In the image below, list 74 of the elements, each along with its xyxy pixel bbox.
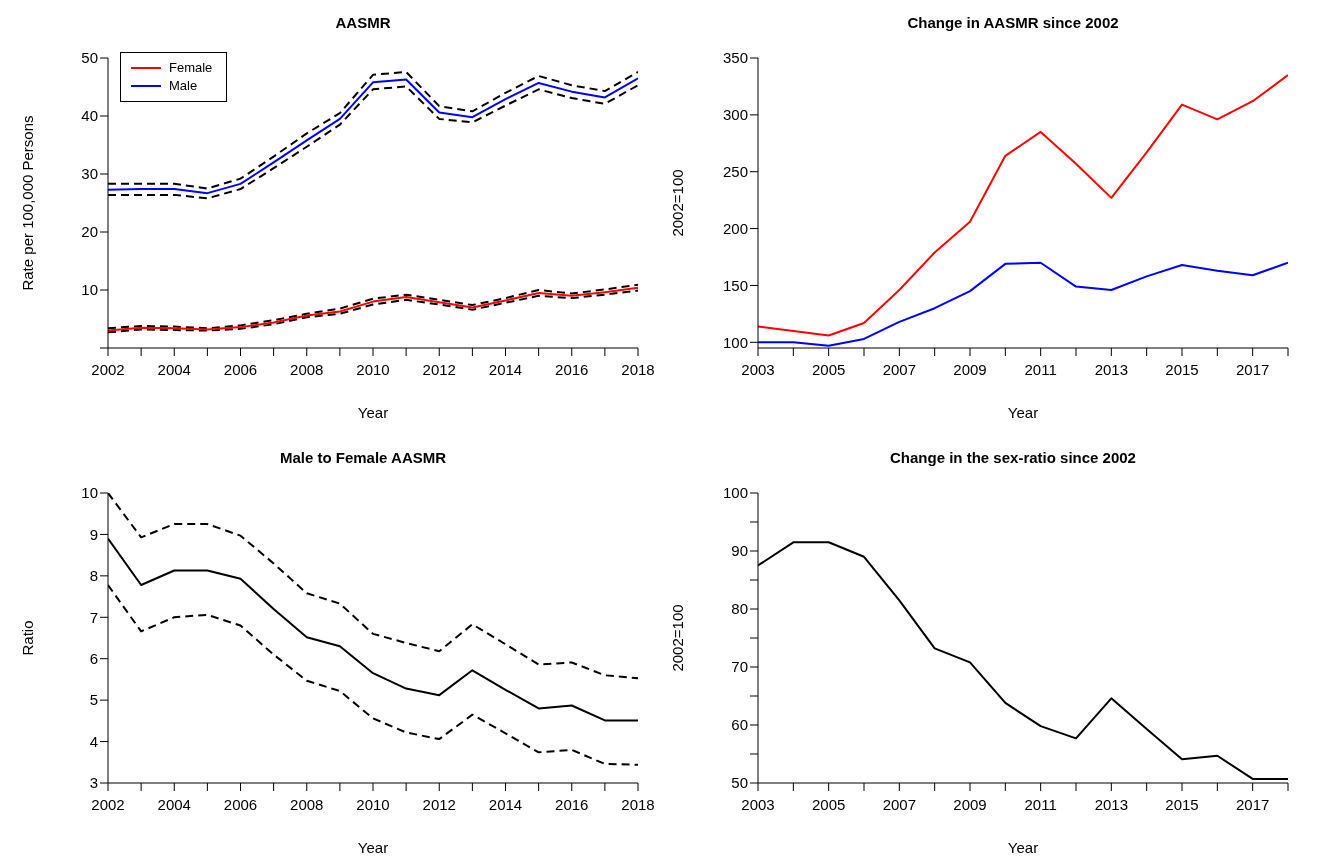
y-tick-label: 5: [89, 691, 98, 709]
chart-title: Change in the sex-ratio since 2002: [889, 448, 1137, 468]
x-tick-label: 2017: [1235, 795, 1270, 813]
y-tick-label: 30: [81, 165, 98, 183]
x-tick-label: 2008: [290, 795, 324, 813]
x-tick-label: 2011: [1024, 360, 1057, 378]
x-tick-label: 2016: [555, 360, 589, 378]
x-tick-label: 2015: [1165, 795, 1199, 813]
y-tick-label: 8: [89, 567, 98, 585]
x-tick-label: 2004: [157, 360, 191, 378]
y-tick-label: 300: [722, 106, 748, 124]
y-tick-label: 50: [81, 49, 98, 67]
legend-label: Male: [169, 77, 198, 95]
y-tick-label: 200: [722, 219, 748, 237]
x-tick-label: 2006: [223, 360, 258, 378]
y-tick-label: 100: [722, 333, 748, 351]
y-tick-label: 7: [89, 608, 98, 626]
y-tick-label: 90: [731, 542, 748, 560]
y-tick-label: 10: [81, 484, 98, 502]
y-tick-label: 4: [89, 732, 98, 750]
x-axis-title: Year: [357, 404, 389, 421]
x-tick-label: 2014: [488, 795, 523, 813]
x-tick-label: 2010: [356, 360, 390, 378]
y-tick-label: 100: [722, 484, 748, 502]
x-tick-label: 2018: [621, 795, 655, 813]
x-tick-label: 2010: [356, 795, 390, 813]
x-tick-label: 2012: [422, 795, 456, 813]
x-tick-label: 2018: [621, 360, 655, 378]
y-tick-label: 70: [731, 658, 748, 676]
y-tick-label: 40: [81, 107, 98, 125]
x-tick-label: 2007: [882, 360, 917, 378]
x-tick-label: 2002: [91, 795, 125, 813]
x-tick-label: 2005: [811, 795, 846, 813]
x-tick-label: 2016: [555, 795, 589, 813]
x-tick-label: 2013: [1094, 795, 1129, 813]
y-axis-title: Rate per 100,000 Persons: [19, 115, 37, 291]
y-tick-label: 9: [89, 525, 98, 543]
y-axis-title: Ratio: [19, 620, 37, 656]
y-axis-title: 2002=100: [669, 604, 687, 672]
x-tick-label: 2014: [488, 360, 523, 378]
x-tick-label: 2017: [1235, 360, 1270, 378]
x-tick-label: 2008: [290, 360, 324, 378]
x-tick-label: 2009: [953, 795, 987, 813]
y-tick-label: 250: [722, 163, 748, 181]
y-tick-label: 6: [89, 650, 98, 668]
chart-title: Change in AASMR since 2002: [906, 13, 1120, 33]
y-tick-label: 80: [731, 600, 748, 618]
y-tick-label: 3: [89, 774, 98, 792]
y-tick-label: 350: [722, 49, 748, 67]
x-tick-label: 2009: [953, 360, 987, 378]
x-tick-label: 2004: [157, 795, 191, 813]
legend-label: Female: [169, 59, 213, 77]
y-tick-label: 50: [731, 774, 748, 792]
x-axis-title: Year: [1007, 404, 1039, 421]
x-tick-label: 2007: [882, 795, 917, 813]
x-tick-label: 2003: [741, 360, 775, 378]
y-axis-title: 2002=100: [669, 169, 687, 237]
chart-title: AASMR: [334, 13, 392, 33]
y-tick-label: 10: [81, 281, 98, 299]
y-tick-label: 60: [731, 716, 748, 734]
y-tick-label: 150: [722, 276, 748, 294]
chart-title: Male to Female AASMR: [278, 448, 448, 468]
x-tick-label: 2013: [1094, 360, 1129, 378]
line-series: [758, 74, 1288, 337]
y-tick-label: 20: [81, 223, 98, 241]
x-axis-title: Year: [357, 839, 389, 856]
x-tick-label: 2015: [1165, 360, 1199, 378]
x-tick-label: 2002: [91, 360, 125, 378]
x-tick-label: 2012: [422, 360, 456, 378]
x-tick-label: 2006: [223, 795, 258, 813]
x-tick-label: 2011: [1024, 795, 1057, 813]
x-axis-title: Year: [1007, 839, 1039, 856]
x-tick-label: 2003: [741, 795, 775, 813]
x-tick-label: 2005: [811, 360, 846, 378]
